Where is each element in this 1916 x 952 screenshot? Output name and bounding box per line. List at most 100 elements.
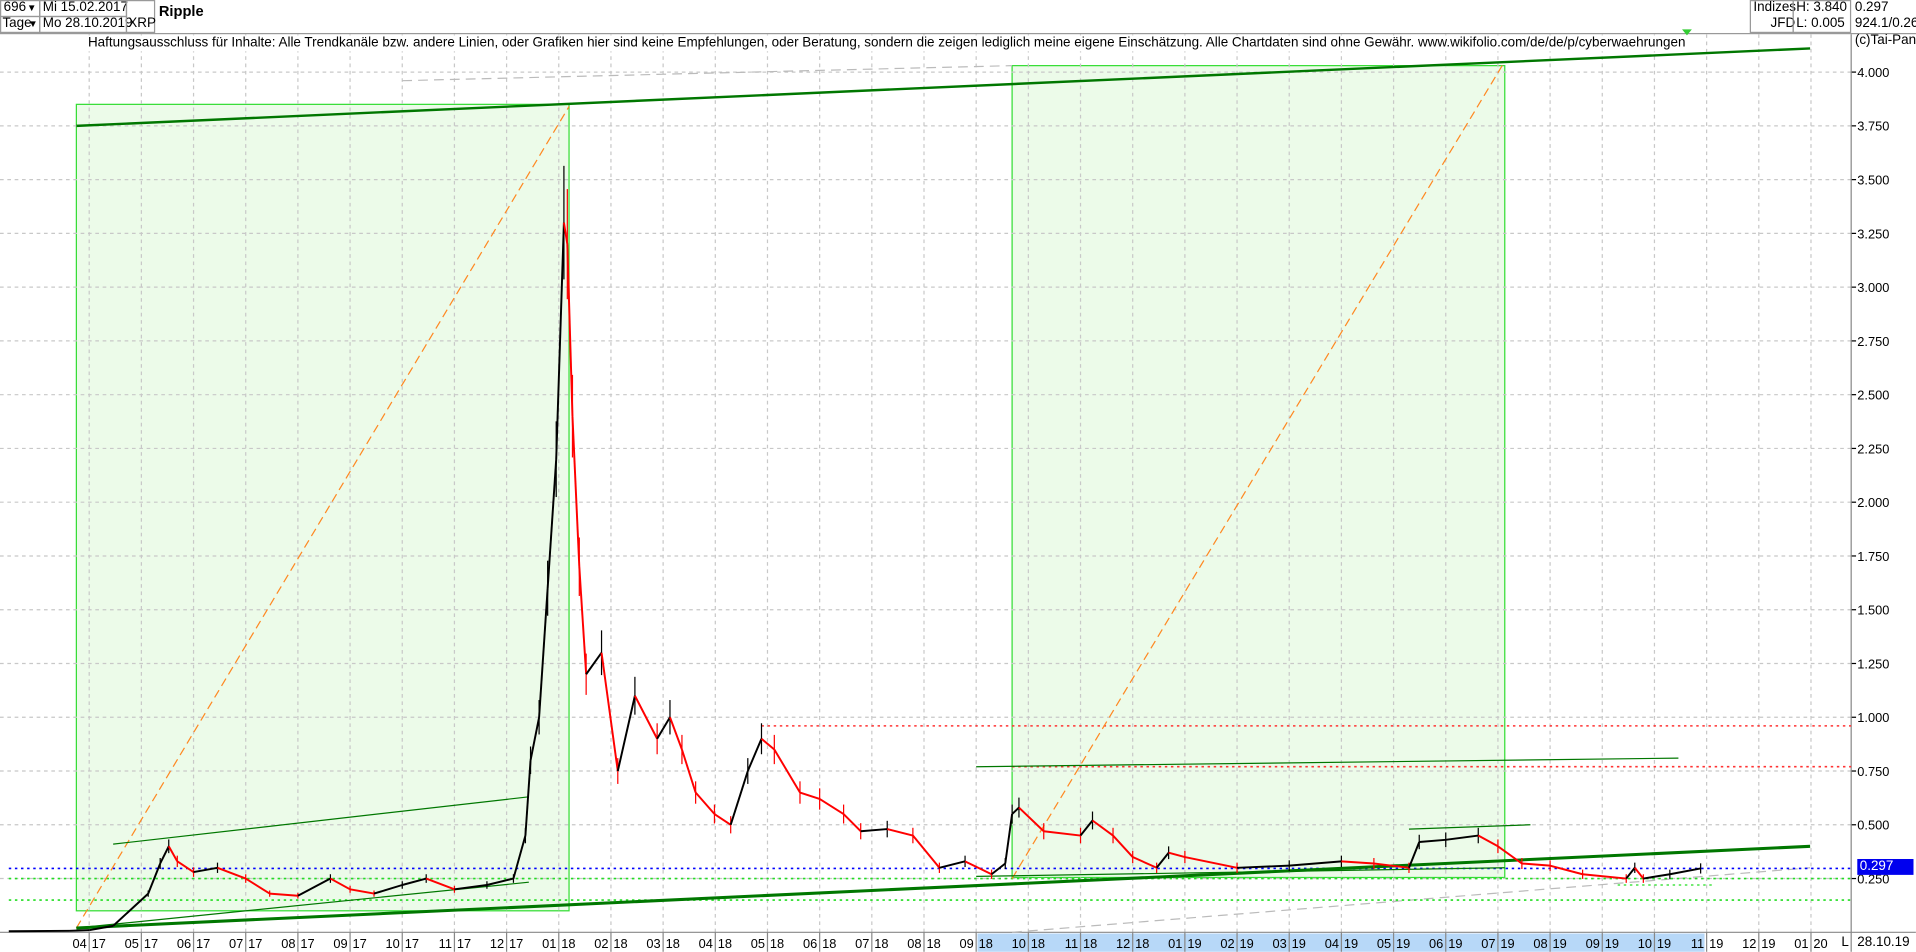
trend-line [976,867,1505,878]
disclaimer: Haftungsausschluss für Inhalte: Alle Tre… [87,35,1686,52]
x-tick-label: 02 [594,936,608,951]
start-date[interactable]: Mi 15.02.2017 [42,0,128,15]
price-segment [713,813,732,826]
price-segment [669,716,683,750]
price-segment [529,717,541,761]
price-segment [1112,834,1134,858]
chevron-down-icon[interactable]: ▼ [28,18,38,30]
high-low-box [1792,0,1852,33]
x-tick-label: 18 [979,936,993,951]
x-tick-label: 06 [177,936,191,951]
price-segment [1582,873,1627,880]
y-tick-label: 1.000 [1857,710,1889,725]
price-segment [1373,862,1410,869]
trend-line [76,844,1811,930]
x-tick-label: 02 [1220,936,1234,951]
x-tick-label: 11 [439,936,452,951]
y-tick-label: 3.250 [1857,226,1889,241]
period[interactable]: Tage [2,15,32,31]
price-segment [176,860,195,873]
trend-line [113,796,529,845]
price-segment [694,791,716,815]
x-scale-label: L [1841,934,1849,950]
y-tick-label: 2.750 [1857,334,1889,349]
marker-triangle-icon [1682,29,1692,36]
price-segment [1477,834,1499,848]
x-tick-label: 18 [561,936,575,951]
x-tick-label: 19 [1396,936,1410,951]
price-segment [1289,860,1342,867]
x-tick-label: 12 [490,936,504,951]
price-segment [269,892,298,897]
y-tick-label: 0.500 [1857,818,1889,833]
trend-line [76,47,1811,128]
price-segment [1625,867,1636,880]
price-segment [773,749,801,794]
x-tick-label: 01 [542,936,556,951]
x-tick-label: 18 [874,936,888,951]
price-segment [799,791,820,800]
trend-line [976,757,1679,768]
x-tick-label: 19 [1709,936,1723,951]
price-segment [566,244,574,417]
x-tick-label: 19 [1500,936,1514,951]
price-segment [486,877,514,886]
x-tick-label: 09 [1586,936,1600,951]
low-value: L: 0.005 [1796,15,1845,31]
channel-rectangle [1011,65,1506,879]
x-tick-label: 05 [1377,936,1391,951]
y-tick-label: 4.000 [1857,65,1889,80]
x-tick-label: 19 [1292,936,1306,951]
end-date[interactable]: Mo 28.10.2019 [42,15,133,31]
price-segment [349,888,375,895]
bars-count[interactable]: 696 [3,0,27,15]
price-segment [1445,834,1479,841]
price-segment [746,738,763,772]
price-segment [1043,830,1081,837]
x-tick-label: 17 [405,936,419,951]
price-segment [585,652,603,675]
copyright: (c)Tai-Pan [1854,32,1916,48]
x-tick-label: 18 [770,936,784,951]
x-tick-label: 19 [1448,936,1462,951]
price-segment [454,884,488,891]
price-segment [297,877,331,897]
x-tick-label: 10 [1012,936,1026,951]
y-tick-label: 2.250 [1857,441,1889,456]
broker: JFD [1770,15,1796,31]
price-segment [1549,864,1583,876]
price-segment [1168,851,1186,858]
x-tick-label: 04 [72,936,86,951]
x-tick-label: 20 [1813,936,1827,951]
price-segment [373,884,403,895]
price-segment [571,416,581,567]
price-segment [600,652,619,772]
chevron-down-icon[interactable]: ▼ [26,2,37,14]
y-tick-label: 3.000 [1857,280,1889,295]
price-segment [159,845,170,864]
x-tick-label: 17 [196,936,210,951]
x-tick-label: 06 [803,936,817,951]
price-segment [1669,867,1701,876]
price-segment [1132,856,1158,869]
y-tick-label: 1.500 [1857,603,1889,618]
x-tick-label: 18 [718,936,732,951]
x-tick-label: 08 [907,936,921,951]
last-value: 0.297 [1854,0,1889,15]
x-tick-label: 17 [353,936,367,951]
price-segment [69,929,90,932]
price-segment [1634,867,1645,880]
x-tick-label: 07 [229,936,243,951]
y-tick-label: 3.500 [1857,173,1889,188]
x-tick-label: 03 [1273,936,1287,951]
price-segment [1408,841,1421,869]
header-divider [0,32,1916,35]
price-segment [990,862,1006,876]
x-tick-label: 09 [333,936,347,951]
y-tick-label: 2.500 [1857,388,1889,403]
price-segment [1079,819,1094,837]
x-tick-label: 17 [144,936,158,951]
x-tick-label: 19 [1344,936,1358,951]
x-tick-label: 06 [1429,936,1443,951]
